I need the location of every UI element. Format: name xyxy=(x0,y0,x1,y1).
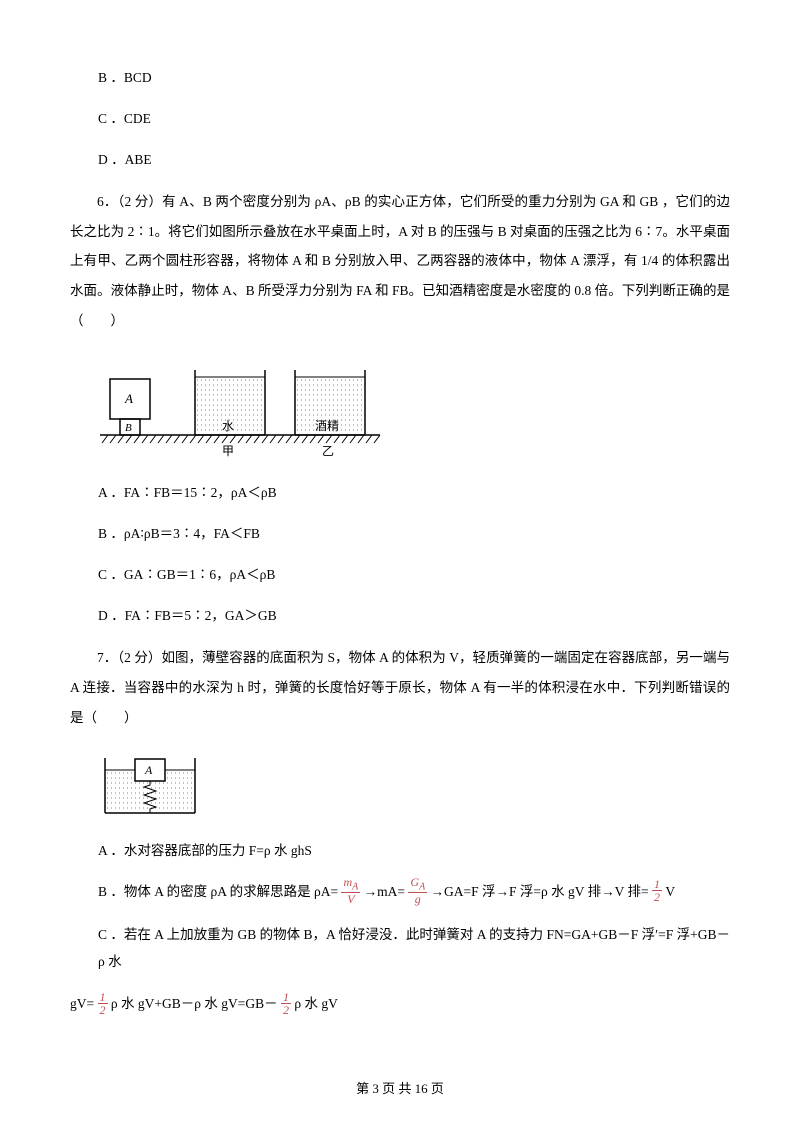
q7-option-c-line1[interactable]: C ．若在 A 上加放重为 GB 的物体 B，A 恰好浸没．此时弹簧对 A 的支… xyxy=(98,921,730,975)
q6-option-c[interactable]: C ．GA∶GB＝1∶6，ρA＜ρB xyxy=(98,561,730,588)
q5-option-c[interactable]: C ．CDE xyxy=(98,105,730,132)
q7-b-text3: →GA=F 浮→F 浮=ρ 水 gV 排→V 排= xyxy=(431,884,652,899)
svg-text:A: A xyxy=(144,763,153,777)
q7-b-text4: V xyxy=(665,884,675,899)
frac-half-3: 12 xyxy=(281,991,291,1016)
page-footer: 第 3 页 共 16 页 xyxy=(0,1076,800,1102)
svg-text:酒精: 酒精 xyxy=(315,419,339,433)
svg-text:甲: 甲 xyxy=(222,444,234,458)
q6-option-d[interactable]: D ．FA∶FB＝5∶2，GA＞GB xyxy=(98,602,730,629)
q7-figure: A xyxy=(100,753,730,823)
q7-option-a[interactable]: A ．水对容器底部的压力 F=ρ 水 ghS xyxy=(98,837,730,864)
q7-option-c-line2: gV= 12 ρ 水 gV+GB－ρ 水 gV=GB－ 12 ρ 水 gV xyxy=(70,989,730,1019)
frac-mA-V: mAV xyxy=(341,876,360,905)
svg-text:A: A xyxy=(124,391,133,406)
frac-GA-g: GAg xyxy=(408,876,427,905)
frac-half-2: 12 xyxy=(98,991,108,1016)
q7-stem: 7．（2 分）如图，薄壁容器的底面积为 S，物体 A 的体积为 V，轻质弹簧的一… xyxy=(70,643,730,732)
frac-half-1: 12 xyxy=(652,878,662,903)
q7-b-text1: B ．物体 A 的密度 ρA 的求解思路是 ρA= xyxy=(98,884,341,899)
svg-text:乙: 乙 xyxy=(322,444,334,458)
svg-text:B: B xyxy=(125,422,132,434)
svg-text:水: 水 xyxy=(222,419,234,433)
q6-option-a[interactable]: A ．FA∶FB＝15∶2，ρA＜ρB xyxy=(98,479,730,506)
q6-figure: B A xyxy=(100,355,730,465)
q6-option-b[interactable]: B ．ρA∶ρB＝3∶4，FA＜FB xyxy=(98,520,730,547)
q7-option-b[interactable]: B ．物体 A 的密度 ρA 的求解思路是 ρA= mAV →mA= GAg →… xyxy=(98,878,730,908)
q5-option-d[interactable]: D ．ABE xyxy=(98,146,730,173)
q7-b-text2: →mA= xyxy=(364,884,409,899)
q5-option-b[interactable]: B ．BCD xyxy=(98,64,730,91)
q6-stem: 6．（2 分）有 A、B 两个密度分别为 ρA、ρB 的实心正方体，它们所受的重… xyxy=(70,187,730,335)
